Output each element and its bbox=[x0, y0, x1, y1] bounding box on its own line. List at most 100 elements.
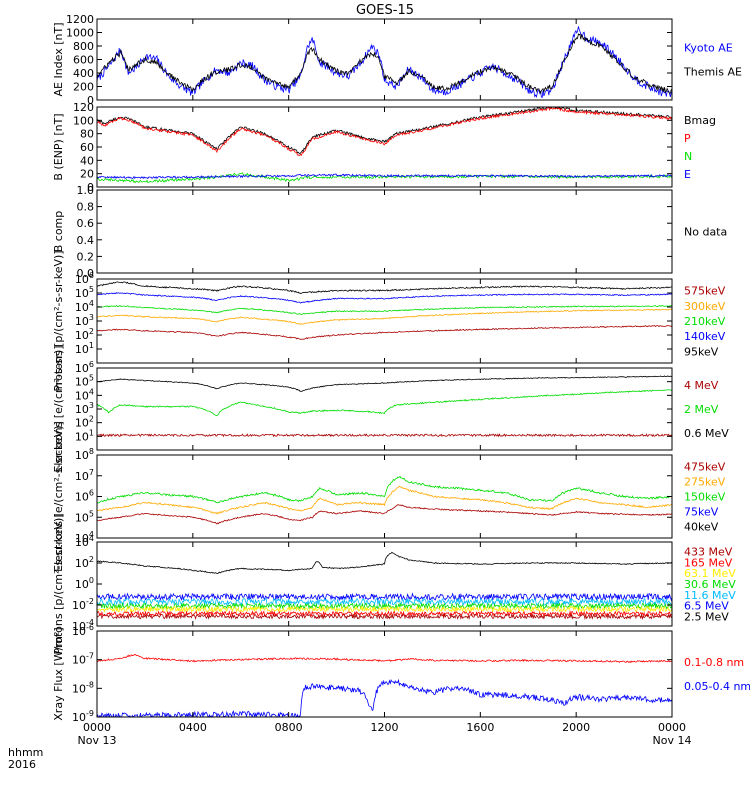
y-tick-label: 0 bbox=[87, 94, 94, 107]
x-tick-label: 1600 bbox=[466, 721, 494, 734]
legend-entry: 2 MeV bbox=[684, 403, 719, 416]
panel-frame bbox=[96, 541, 673, 627]
y-axis-label: Xray Flux [W/m²] bbox=[52, 627, 65, 720]
x-tick-label: 2000 bbox=[562, 721, 590, 734]
legend-entry: 210keV bbox=[684, 315, 726, 328]
legend-entry: 63.1 MeV bbox=[684, 567, 736, 580]
x-tick-label: 0800 bbox=[275, 721, 303, 734]
corner-label-hhmm: hhmm bbox=[8, 746, 43, 759]
series-line-3-3 bbox=[97, 308, 672, 325]
y-tick-label: 0 bbox=[87, 181, 94, 194]
panel-frame bbox=[96, 630, 673, 718]
y-tick-label: 105 bbox=[75, 285, 94, 300]
series-line-3-0 bbox=[97, 281, 672, 294]
series-line-6-6 bbox=[97, 612, 672, 621]
legend-entry: 150keV bbox=[684, 491, 726, 504]
series-line-3-1 bbox=[97, 292, 672, 304]
x-date-label: Nov 13 bbox=[78, 734, 117, 747]
y-tick-label: 101 bbox=[75, 341, 94, 356]
legend-entry: 4 MeV bbox=[684, 379, 719, 392]
y-axis-label: Electrons [e/(cm²-s-sr-keV)] bbox=[52, 421, 65, 572]
y-axis-label: B (ENP) [nT] bbox=[52, 113, 65, 180]
legend-entry: 11.6 MeV bbox=[684, 589, 736, 602]
y-tick-label: 800 bbox=[73, 40, 94, 53]
panel-3: 0.0 0.2 0.4 0.6 0.8 1.0 B comp No data bbox=[52, 184, 727, 280]
panel-frame bbox=[96, 278, 673, 364]
y-tick-label: 20 bbox=[80, 168, 94, 181]
y-tick-label: 107 bbox=[75, 468, 94, 483]
series-line-6-0 bbox=[97, 551, 672, 575]
series-line-1-3 bbox=[97, 173, 672, 180]
legend-entry: Bmag bbox=[684, 114, 716, 127]
y-tick-label: 10-6 bbox=[72, 623, 94, 638]
x-date-label: Nov 14 bbox=[653, 734, 692, 747]
legend-entry: 275keV bbox=[684, 476, 726, 489]
series-line-1-1 bbox=[97, 107, 672, 157]
series-line-5-1 bbox=[97, 485, 672, 515]
y-tick-label: 0.6 bbox=[77, 217, 95, 230]
y-tick-label: 10-2 bbox=[72, 597, 94, 612]
panel-frame bbox=[96, 189, 673, 274]
legend-entry: 300keV bbox=[684, 300, 726, 313]
y-tick-label: 200 bbox=[73, 81, 94, 94]
series-line-4-2 bbox=[97, 433, 672, 438]
legend-entry: 575keV bbox=[684, 285, 726, 298]
series-line-6-4 bbox=[97, 605, 672, 614]
legend-entry: 0.6 MeV bbox=[684, 427, 729, 440]
x-tick-label: 0000 bbox=[658, 721, 686, 734]
y-tick-label: 104 bbox=[75, 534, 94, 549]
y-tick-label: 108 bbox=[75, 447, 94, 462]
series-line-5-2 bbox=[97, 504, 672, 525]
legend-entry: 2.5 MeV bbox=[684, 611, 729, 624]
series-line-5-0 bbox=[97, 475, 672, 504]
series-line-3-4 bbox=[97, 325, 672, 340]
y-tick-label: 40 bbox=[80, 154, 94, 167]
legend-entry: No data bbox=[684, 226, 727, 239]
y-tick-label: 0.4 bbox=[77, 234, 95, 247]
y-tick-label: 102 bbox=[75, 555, 94, 570]
series-line-4-1 bbox=[97, 389, 672, 417]
y-tick-label: 600 bbox=[73, 54, 94, 67]
x-tick-label: 0400 bbox=[179, 721, 207, 734]
y-tick-label: 120 bbox=[73, 101, 94, 114]
chart-title: GOES-15 bbox=[356, 3, 414, 18]
y-tick-label: 10-7 bbox=[72, 652, 94, 667]
legend-entry: Themis AE bbox=[683, 66, 742, 79]
legend-entry: 433 MeV bbox=[684, 545, 733, 558]
panel-frame bbox=[96, 367, 673, 451]
x-tick-label: 1200 bbox=[371, 721, 399, 734]
legend-entry: 0.05-0.4 nm bbox=[684, 680, 750, 693]
y-tick-label: 104 bbox=[75, 299, 94, 314]
panel-6: 104 105 106 107 108 Electrons [e/(cm²-s-sr-ke… bbox=[52, 421, 726, 572]
legend-entry: 30.6 MeV bbox=[684, 578, 736, 591]
legend-entry: 75keV bbox=[684, 506, 719, 519]
legend-entry: 95keV bbox=[684, 345, 719, 358]
y-axis-label: AE Index [nT] bbox=[52, 22, 65, 96]
series-line-1-0 bbox=[97, 107, 672, 155]
legend-entry: 140keV bbox=[684, 330, 726, 343]
legend-entry: 165 MeV bbox=[684, 556, 733, 569]
y-axis-label: Electrons [e/(cm²-s-sr)] bbox=[52, 345, 65, 472]
y-tick-label: 60 bbox=[80, 141, 94, 154]
y-tick-label: 106 bbox=[75, 489, 94, 504]
legend-entry: 40keV bbox=[684, 521, 719, 534]
y-tick-label: 0.8 bbox=[77, 201, 95, 214]
series-line-4-0 bbox=[97, 375, 672, 392]
legend-entry: 6.5 MeV bbox=[684, 600, 729, 613]
y-tick-label: 101 bbox=[75, 428, 94, 443]
series-line-0-1 bbox=[97, 33, 672, 95]
y-tick-label: 80 bbox=[80, 128, 94, 141]
y-tick-label: 1.0 bbox=[77, 184, 95, 197]
series-line-1-2 bbox=[97, 172, 672, 184]
legend-entry: E bbox=[684, 168, 691, 181]
x-tick-label: 0000 bbox=[83, 721, 111, 734]
y-tick-label: 105 bbox=[75, 509, 94, 524]
